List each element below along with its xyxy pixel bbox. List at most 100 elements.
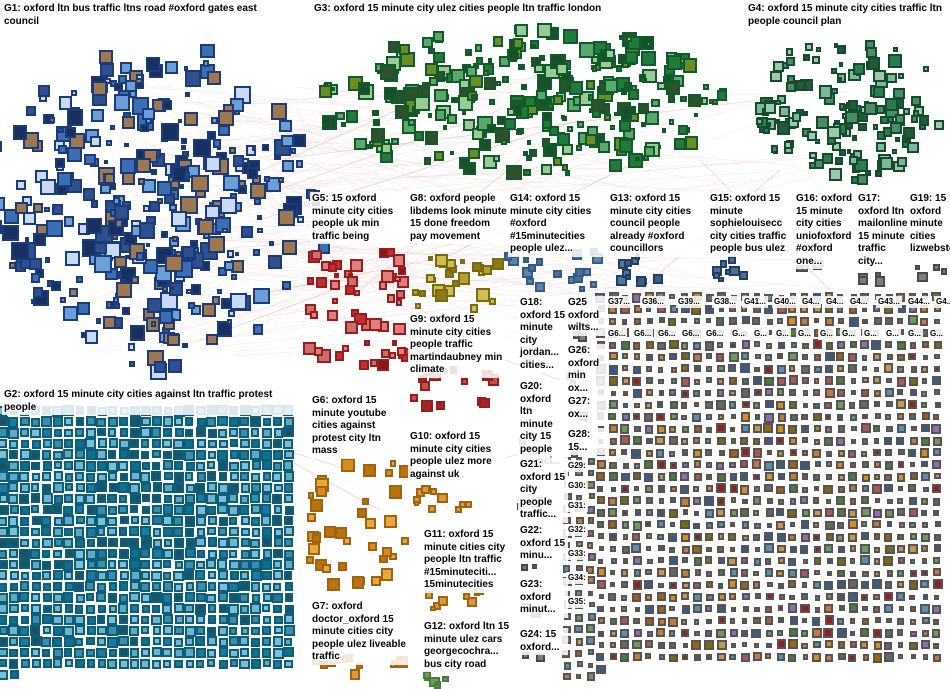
network-node (285, 506, 294, 515)
network-node (657, 401, 664, 408)
network-node (63, 306, 78, 321)
network-node (887, 570, 894, 577)
network-node (754, 643, 759, 648)
network-node (175, 428, 183, 436)
network-node (935, 521, 941, 527)
network-node (11, 242, 29, 260)
network-node (791, 342, 797, 348)
network-node (693, 497, 701, 505)
network-node (130, 428, 140, 438)
network-node (162, 439, 171, 448)
network-node (839, 103, 846, 110)
network-node (587, 506, 595, 514)
network-node (184, 504, 195, 515)
small-cluster-label: G6... (606, 328, 627, 340)
network-node (241, 550, 250, 559)
small-cluster-label: G39... (676, 296, 702, 308)
network-node (670, 413, 678, 421)
network-node (273, 636, 283, 646)
network-node (284, 538, 293, 547)
network-node (20, 506, 29, 515)
network-node (222, 228, 228, 234)
network-node (645, 594, 652, 601)
network-node (825, 376, 833, 384)
network-node (174, 483, 183, 492)
network-node (825, 352, 835, 362)
network-node (86, 605, 95, 614)
network-node (790, 498, 797, 505)
network-node (29, 258, 42, 271)
network-node (932, 484, 941, 493)
network-node (163, 625, 173, 635)
network-node (853, 63, 865, 75)
network-node (31, 560, 41, 570)
network-node (369, 318, 383, 332)
network-node (934, 534, 941, 541)
network-node (608, 593, 616, 601)
network-node (307, 513, 316, 522)
network-node (897, 157, 908, 168)
network-node (801, 593, 808, 600)
network-node (682, 462, 689, 469)
small-cluster-label: G... (840, 328, 857, 340)
network-node (588, 591, 593, 596)
network-node (718, 583, 723, 588)
network-node (31, 648, 40, 657)
network-node (730, 342, 737, 349)
network-node (31, 528, 40, 537)
network-node (91, 200, 99, 208)
network-node (764, 413, 774, 423)
network-node (621, 595, 627, 601)
network-node (536, 258, 544, 266)
network-node (523, 257, 529, 263)
network-node (118, 625, 128, 635)
network-node (86, 593, 94, 601)
network-node (32, 659, 42, 669)
network-node (371, 576, 381, 586)
small-cluster-label: G38... (712, 296, 738, 308)
network-node (910, 472, 918, 480)
small-cluster-label: G... (730, 328, 747, 340)
network-node (565, 170, 571, 176)
network-node (308, 492, 314, 498)
network-node (94, 242, 107, 255)
network-node (706, 619, 712, 625)
network-node (43, 593, 52, 602)
network-node (185, 472, 194, 481)
network-node (813, 581, 822, 590)
network-node (874, 401, 880, 407)
network-node (163, 416, 173, 426)
network-node (849, 317, 859, 327)
network-node (211, 117, 218, 124)
network-node (717, 653, 726, 662)
cluster-G12 (426, 672, 486, 686)
network-node (609, 472, 618, 481)
network-node (262, 460, 273, 471)
network-node (682, 654, 688, 660)
network-node (873, 425, 880, 432)
network-node (515, 24, 528, 37)
small-cluster-label: G6... (704, 328, 725, 340)
network-node (53, 550, 62, 559)
network-node (107, 625, 118, 636)
network-node (207, 131, 215, 139)
network-node (837, 557, 846, 566)
network-node (391, 138, 398, 145)
network-node (620, 424, 630, 434)
network-node (372, 110, 379, 117)
network-node (848, 353, 857, 362)
network-node (802, 450, 808, 456)
network-node (678, 125, 687, 134)
network-node (96, 559, 106, 569)
network-node (826, 593, 833, 600)
network-node (658, 379, 664, 385)
network-node (863, 654, 870, 661)
network-node (764, 102, 776, 114)
network-node (694, 460, 701, 467)
network-node (892, 149, 897, 154)
network-node (910, 533, 916, 539)
network-node (0, 427, 8, 438)
network-node (741, 388, 751, 398)
network-node (683, 643, 689, 649)
network-node (741, 412, 751, 422)
